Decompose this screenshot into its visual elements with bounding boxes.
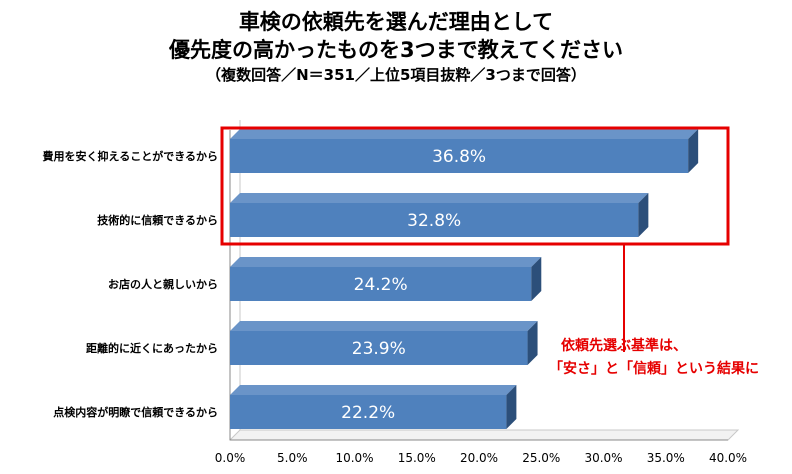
data-label: 24.2% bbox=[354, 275, 408, 295]
category-label: 技術的に信頼できるから bbox=[97, 213, 218, 227]
category-label: 距離的に近くにあったから bbox=[86, 341, 218, 355]
x-tick-label: 10.0% bbox=[335, 451, 373, 465]
chart-title-line2: 優先度の高かったものを3つまで教えてください bbox=[169, 38, 623, 62]
x-tick-label: 0.0% bbox=[215, 451, 246, 465]
x-tick-label: 15.0% bbox=[398, 451, 436, 465]
x-tick-label: 5.0% bbox=[277, 451, 308, 465]
x-tick-label: 25.0% bbox=[522, 451, 560, 465]
x-tick-label: 40.0% bbox=[709, 451, 747, 465]
bar-side-face bbox=[531, 257, 542, 301]
bar-top-face bbox=[230, 257, 542, 267]
highlight-box bbox=[220, 126, 730, 246]
bar bbox=[230, 139, 689, 173]
bar bbox=[230, 267, 532, 301]
data-label: 32.8% bbox=[407, 211, 461, 231]
x-tick-label: 35.0% bbox=[647, 451, 685, 465]
chart-title-line1: 車検の依頼先を選んだ理由として bbox=[238, 10, 554, 34]
category-label: 費用を安く抑えることができるから bbox=[42, 149, 218, 163]
chart-subtitle: （複数回答／N＝351／上位5項目抜粋／3つまで回答） bbox=[206, 66, 586, 84]
category-label: お店の人と親しいから bbox=[108, 277, 218, 291]
bar-top-face bbox=[230, 321, 538, 331]
bar-side-face bbox=[527, 321, 538, 365]
data-label: 23.9% bbox=[352, 339, 406, 359]
bar-side-face bbox=[506, 385, 517, 429]
x-tick-label: 30.0% bbox=[584, 451, 622, 465]
annotation-line1: 依頼先選ぶ基準は、 bbox=[561, 337, 687, 354]
bar-top-face bbox=[230, 129, 699, 139]
data-label: 36.8% bbox=[432, 147, 486, 167]
category-label: 点検内容が明瞭で信頼できるから bbox=[53, 405, 218, 419]
bar-top-face bbox=[230, 193, 649, 203]
chart-floor bbox=[228, 429, 740, 441]
data-label: 22.2% bbox=[341, 403, 395, 423]
bar-top-face bbox=[230, 385, 517, 395]
x-tick-label: 20.0% bbox=[460, 451, 498, 465]
bar bbox=[230, 395, 507, 429]
bar-side-face bbox=[688, 129, 699, 173]
annotation-line2: 「安さ」と「信頼」という結果に bbox=[549, 360, 759, 377]
bar bbox=[230, 331, 528, 365]
bar bbox=[230, 203, 639, 237]
bar-side-face bbox=[638, 193, 649, 237]
